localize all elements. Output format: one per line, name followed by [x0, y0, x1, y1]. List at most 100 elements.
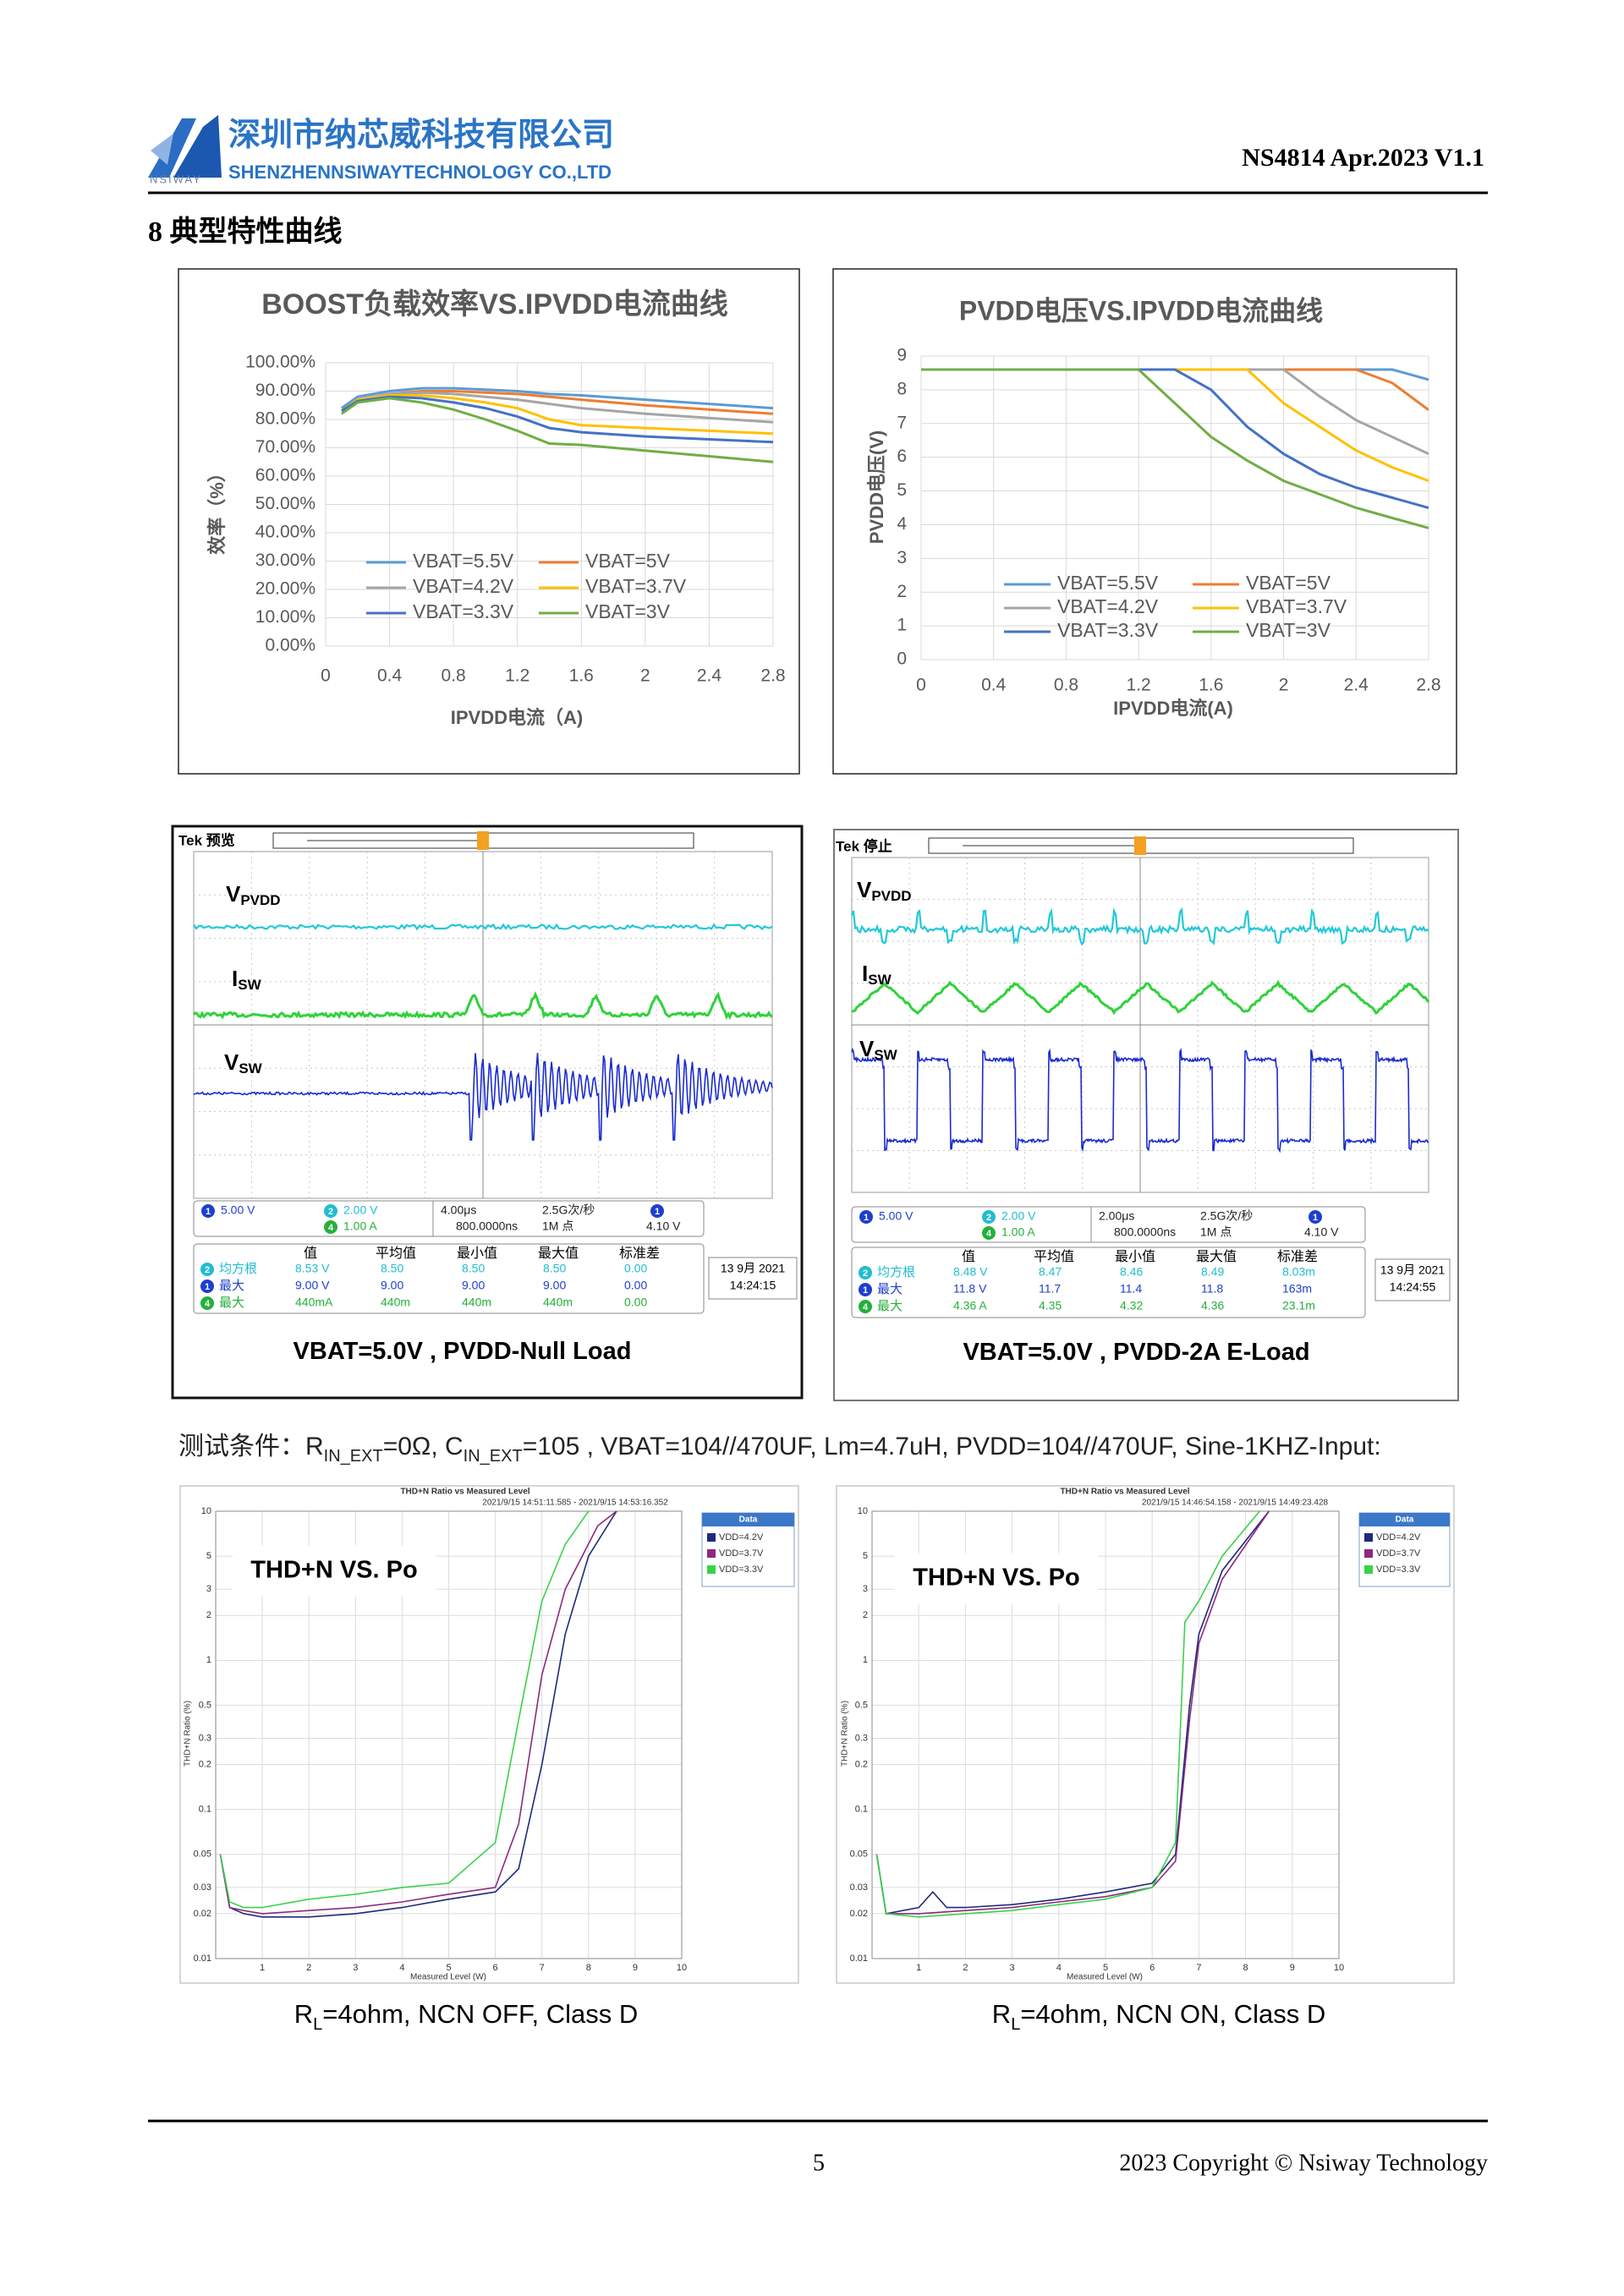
scope-caption: VBAT=5.0V , PVDD-Null Load [294, 1338, 632, 1365]
table-cell: 9.00 [462, 1279, 485, 1292]
y-tick-label: 70.00% [255, 437, 315, 457]
channel-badge [201, 1204, 215, 1218]
x-tick-label: 10 [1334, 1963, 1344, 1973]
y-axis-label: 效率（%） [206, 463, 228, 555]
x-tick-label: 0 [321, 666, 331, 686]
legend-label: VBAT=3.3V [413, 600, 514, 622]
logo [148, 115, 222, 178]
x-tick-label: 2.8 [760, 666, 785, 686]
legend-swatch [707, 1565, 716, 1574]
y-tick-label: 5 [206, 1551, 211, 1561]
table-cell: 均方根 [877, 1265, 915, 1280]
y-axis-label: THD+N Ratio (%) [184, 1701, 193, 1767]
channel-label: VSW [859, 1036, 898, 1064]
y-tick-label: 90.00% [255, 381, 315, 400]
setting-text: 5.00 V [879, 1209, 914, 1223]
table-cell: 440m [543, 1296, 573, 1309]
annotation-bg [895, 1553, 1098, 1604]
table-cell: 4.36 [1201, 1299, 1224, 1312]
trigger-mark [1134, 836, 1146, 855]
table-cell: 9.00 [381, 1279, 403, 1292]
y-tick-label: 6 [897, 447, 907, 466]
y-tick-label: 10 [858, 1506, 868, 1516]
legend-swatch [707, 1533, 716, 1542]
series-line [219, 1510, 617, 1915]
channel-label: VPVDD [226, 881, 281, 909]
y-tick-label: 0.02 [194, 1909, 211, 1919]
channel-badge [859, 1266, 872, 1280]
channel-badge [982, 1226, 996, 1240]
chart-frame [178, 268, 800, 775]
copyright: 2023 Copyright © Nsiway Technology [1119, 2150, 1488, 2176]
x-tick-label: 1.2 [1127, 676, 1151, 695]
waveform [193, 1052, 773, 1141]
y-tick-label: 5 [897, 480, 907, 500]
plot-frame [871, 1510, 1340, 1959]
legend-title: Data [739, 1515, 758, 1525]
x-tick-label: 1 [260, 1963, 265, 1973]
y-tick-label: 5 [863, 1551, 868, 1561]
channel-label-main: V [224, 1049, 239, 1075]
scope-status: Tek 预览 [178, 831, 235, 848]
y-tick-label: 0.02 [850, 1909, 868, 1919]
channel-label-main: I [862, 961, 868, 986]
y-tick-label: 0.03 [850, 1882, 868, 1893]
table-cell: 8.50 [381, 1262, 403, 1275]
y-tick-label: 20.00% [255, 579, 315, 599]
channel-badge-label: 1 [864, 1213, 869, 1223]
legend-label: VBAT=3.3V [1057, 619, 1159, 641]
logo-shape [173, 115, 222, 178]
series-line [921, 368, 1429, 529]
x-tick-label: 7 [540, 1963, 545, 1973]
table-cell: 0.00 [624, 1296, 647, 1309]
legend-label: VDD=3.7V [1376, 1548, 1421, 1559]
y-tick-label: 100.00% [245, 353, 315, 372]
table-header: 标准差 [619, 1246, 660, 1261]
y-tick-label: 0.3 [855, 1733, 868, 1743]
table-cell: 9.00 V [295, 1279, 330, 1292]
table-cell: 8.50 [462, 1262, 485, 1275]
figure-caption: RL=4ohm, NCN ON, Class D [992, 1999, 1325, 2034]
table-cell: 0.00 [624, 1279, 647, 1292]
y-tick-label: 4 [897, 514, 907, 534]
channel-badge-label: 4 [328, 1223, 334, 1233]
channel-badge [859, 1300, 872, 1313]
x-tick-label: 2 [1279, 676, 1289, 695]
channel-badge-label: 1 [655, 1207, 660, 1217]
scope-time: 14:24:15 [730, 1279, 776, 1292]
x-axis-label: IPVDD电流(A) [1113, 698, 1233, 719]
x-tick-label: 9 [633, 1963, 638, 1973]
x-tick-label: 3 [353, 1963, 358, 1973]
legend-label: VBAT=5.5V [413, 550, 514, 572]
logo-shape [151, 134, 173, 165]
y-tick-label: 0.5 [855, 1700, 868, 1710]
legend-head [702, 1513, 794, 1526]
table-header: 平均值 [376, 1246, 416, 1261]
table-cell: 8.47 [1039, 1265, 1062, 1279]
y-tick-label: 0.01 [850, 1954, 868, 1964]
test-condition: 测试条件：RIN_EXT=0Ω, CIN_EXT=105 , VBAT=104/… [178, 1433, 1381, 1466]
setting-text: 2.00 V [1001, 1209, 1036, 1223]
y-axis-label: PVDD电压(V) [866, 430, 887, 544]
setting-text: 1.00 A [343, 1219, 377, 1233]
legend-head [1359, 1513, 1450, 1526]
table-header: 最小值 [1115, 1249, 1155, 1264]
chart-subtitle: 2021/9/15 14:51:11.585 - 2021/9/15 14:53… [482, 1499, 668, 1508]
measure-table [851, 1247, 1366, 1318]
section-title: 8 典型特性曲线 [148, 216, 343, 248]
y-tick-label: 3 [206, 1584, 211, 1594]
scope-time: 14:24:55 [1390, 1280, 1436, 1294]
logo-shape [148, 118, 196, 178]
date-box [1374, 1258, 1451, 1301]
x-tick-label: 5 [1103, 1963, 1108, 1973]
channel-badge-label: 4 [205, 1299, 211, 1309]
chart-frame [832, 268, 1457, 775]
series-line [341, 395, 773, 444]
table-cell: 最大 [877, 1299, 903, 1313]
y-tick-label: 3 [863, 1584, 868, 1594]
y-tick-label: 2 [897, 582, 907, 601]
y-tick-label: 0.1 [855, 1805, 868, 1815]
legend-label: VBAT=3V [585, 600, 671, 622]
